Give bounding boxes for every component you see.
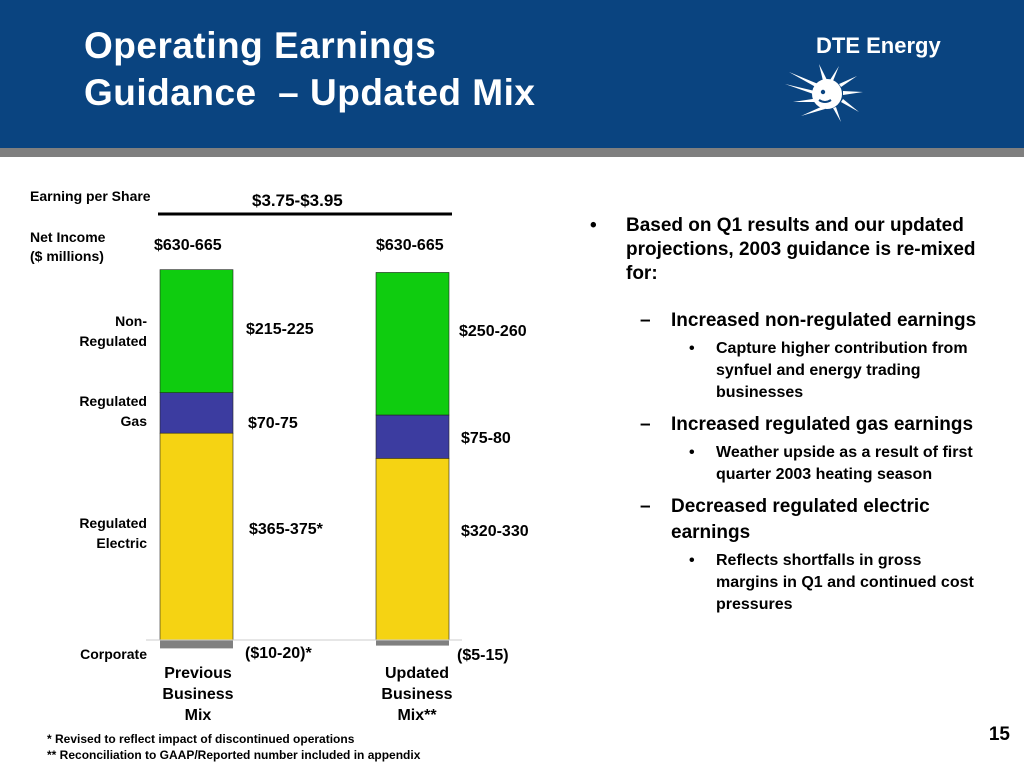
data-label-gas-updated: $75-80 xyxy=(461,430,511,447)
category-label-previous: Previous Business Mix xyxy=(162,665,234,724)
data-label-electric-previous: $365-375* xyxy=(249,521,323,538)
footnote-1: * Revised to reflect impact of discontin… xyxy=(47,732,355,746)
bullet-marker: • xyxy=(590,215,597,236)
bullet-sub-item: • Weather upside as a result of first qu… xyxy=(588,442,988,486)
bullet-sub-text: Weather upside as a result of first quar… xyxy=(716,444,973,483)
row-label-regulated-electric: Regulated Electric xyxy=(79,515,147,551)
sub-bullet-marker: • xyxy=(689,444,695,461)
footnote-2: ** Reconciliation to GAAP/Reported numbe… xyxy=(47,748,421,762)
bar-segment-electric-updated xyxy=(375,458,450,641)
row-label-non-regulated: Non- Regulated xyxy=(79,313,147,349)
bar-segment-gas-previous xyxy=(159,392,234,434)
bullet-item: – Increased non-regulated earnings xyxy=(588,308,988,334)
row-label-corporate: Corporate xyxy=(80,646,147,662)
bullet-item: – Increased regulated gas earnings xyxy=(588,412,988,438)
eps-value: $3.75-$3.95 xyxy=(252,191,343,210)
bullet-sub-text: Reflects shortfalls in gross margins in … xyxy=(716,552,974,613)
eps-label: Earning per Share xyxy=(30,188,151,204)
bar-segment-corporate-updated xyxy=(376,640,449,646)
bullet-item-text: Increased non-regulated earnings xyxy=(671,310,977,331)
data-label-nonreg-updated: $250-260 xyxy=(459,323,527,340)
row-label-regulated-gas: Regulated Gas xyxy=(79,393,147,429)
bullet-list: • Based on Q1 results and our updated pr… xyxy=(588,214,988,616)
sun-face-logo-icon xyxy=(785,64,863,122)
y-axis-label: Net Income ($ millions) xyxy=(30,229,106,264)
sub-bullet-marker: • xyxy=(689,340,695,357)
bar-segment-gas-updated xyxy=(375,414,450,459)
data-label-electric-updated: $320-330 xyxy=(461,523,529,540)
bar-segment-non-regulated-previous xyxy=(159,269,234,393)
header-divider xyxy=(0,148,1024,157)
bar-segment-non-regulated-updated xyxy=(375,272,450,416)
bar-segment-electric-previous xyxy=(159,432,234,641)
bullet-sub-text: Capture higher contribution from synfuel… xyxy=(716,340,968,401)
category-label-updated: Updated Business Mix** xyxy=(381,665,453,724)
logo-text: DTE Energy xyxy=(816,33,941,58)
bullet-main-text: Based on Q1 results and our updated proj… xyxy=(626,215,976,284)
bullet-item-text: Decreased regulated electric earnings xyxy=(671,496,930,543)
title-line-2: Guidance – Updated Mix xyxy=(84,72,536,113)
bar-segment-corporate-previous xyxy=(160,640,233,649)
data-label-corporate-updated: ($5-15) xyxy=(457,647,509,664)
sub-bullet-marker: • xyxy=(689,552,695,569)
dash-marker: – xyxy=(640,414,651,435)
dash-marker: – xyxy=(640,496,651,517)
dash-marker: – xyxy=(640,310,651,331)
data-label-corporate-previous: ($10-20)* xyxy=(245,645,312,662)
data-label-nonreg-previous: $215-225 xyxy=(246,321,314,338)
title-line-1: Operating Earnings xyxy=(84,25,437,66)
data-label-gas-previous: $70-75 xyxy=(248,415,298,432)
slide-title: Operating Earnings Guidance – Updated Mi… xyxy=(84,22,535,116)
total-label-previous: $630-665 xyxy=(154,237,222,254)
total-label-updated: $630-665 xyxy=(376,237,444,254)
header-banner xyxy=(0,0,1024,148)
bullet-sub-item: • Reflects shortfalls in gross margins i… xyxy=(588,550,988,616)
bullet-main: • Based on Q1 results and our updated pr… xyxy=(588,214,988,286)
bullet-item-text: Increased regulated gas earnings xyxy=(671,414,974,435)
bullet-item: – Decreased regulated electric earnings xyxy=(588,494,988,546)
page-number: 15 xyxy=(988,724,1010,745)
bullet-sub-item: • Capture higher contribution from synfu… xyxy=(588,338,988,404)
